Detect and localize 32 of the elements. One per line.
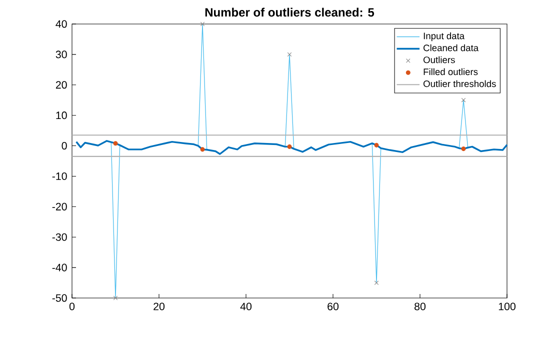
y-tick-label: 20 (56, 81, 67, 89)
y-tick-label: 40 (56, 20, 67, 28)
y-tick-label: 10 (56, 112, 67, 120)
y-tick-label: 30 (56, 50, 67, 58)
legend-label: Cleaned data (424, 44, 479, 52)
y-tick-label: -20 (52, 202, 67, 210)
x-tick-label: 40 (240, 302, 252, 310)
y-tick-label: -10 (52, 172, 67, 180)
y-tick-label: -30 (52, 233, 67, 241)
x-tick-label: 0 (69, 302, 75, 310)
point (200, 147, 205, 152)
y-tick-label: 0 (62, 142, 67, 150)
legend-label: Outlier thresholds (424, 80, 496, 88)
y-tick-label: -50 (52, 294, 67, 302)
y-tick-label: -40 (52, 264, 67, 272)
point (374, 280, 379, 285)
legend-label: Filled outliers (424, 68, 478, 76)
point (374, 142, 379, 148)
point (113, 296, 118, 300)
point (287, 52, 292, 57)
legend-label: Outliers (424, 56, 455, 64)
point (113, 141, 118, 146)
x-tick-label: 20 (154, 302, 165, 310)
x-tick-label: 60 (328, 302, 339, 310)
point (200, 22, 205, 26)
point (287, 144, 292, 149)
chart-title: Number of outliers cleaned: 5 (205, 8, 374, 17)
point (461, 146, 466, 152)
x-tick-label: 80 (414, 302, 426, 310)
point (461, 98, 466, 102)
legend-label: Input data (424, 32, 465, 42)
x-tick-label: 100 (498, 302, 516, 310)
